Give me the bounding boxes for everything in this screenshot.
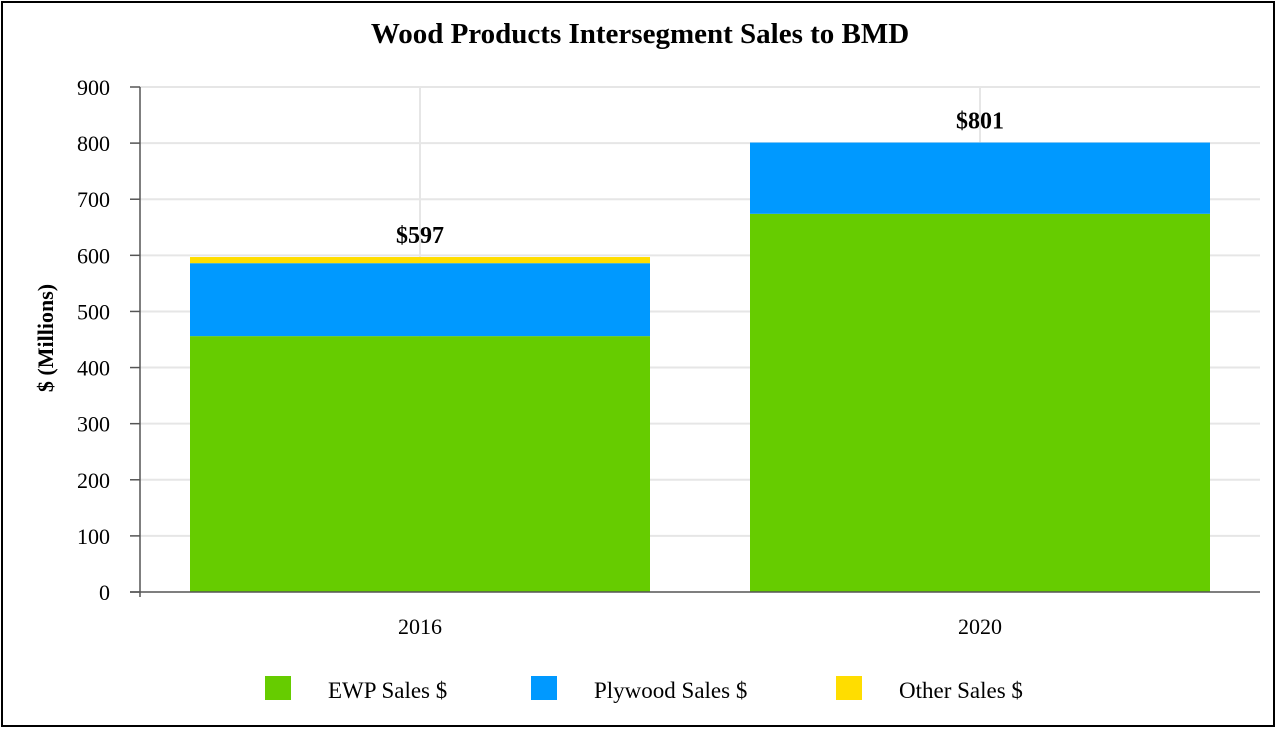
total-labels: $597 $801: [396, 109, 1004, 249]
bar-ewp-sales-2016: [190, 336, 650, 592]
legend-swatch-1: [265, 676, 291, 700]
y-tick-label: 500: [77, 299, 110, 324]
x-tick-label: 2016: [398, 614, 442, 639]
y-tick-label: 300: [77, 412, 110, 437]
y-tick-label: 700: [77, 187, 110, 212]
y-tick-label: 0: [99, 580, 110, 605]
y-tick-labels: 0 100 200 300 400 500 600 700 800 900: [77, 75, 110, 605]
total-label-2016: $597: [396, 223, 444, 249]
bar-plywood-sales-2016: [190, 263, 650, 337]
bar-plywood-sales-2020: [750, 142, 1210, 214]
y-tick-label: 400: [77, 356, 110, 381]
y-tick-label: 200: [77, 468, 110, 493]
x-tick-labels: 2016 2020: [398, 614, 1002, 639]
axes: [130, 86, 1260, 597]
legend-swatch-3: [836, 676, 862, 700]
total-label-2020: $801: [956, 109, 1004, 135]
y-tick-label: 800: [77, 131, 110, 156]
legend-label-3: Other Sales $: [899, 678, 1023, 703]
legend-label-1: EWP Sales $: [328, 678, 447, 703]
y-tick-label: 900: [77, 75, 110, 100]
legend-label-2: Plywood Sales $: [594, 678, 747, 703]
y-axis-label: $ (Millions): [33, 284, 58, 392]
bar-other-sales-2016: [190, 257, 650, 264]
y-tick-label: 100: [77, 524, 110, 549]
legend: EWP Sales $ Plywood Sales $ Other Sales $: [265, 676, 1023, 703]
y-tick-label: 600: [77, 243, 110, 268]
chart-title: Wood Products Intersegment Sales to BMD: [371, 18, 909, 50]
bars: [190, 142, 1210, 593]
bar-ewp-sales-2020: [750, 213, 1210, 593]
x-tick-label: 2020: [958, 614, 1002, 639]
legend-swatch-2: [531, 676, 557, 700]
